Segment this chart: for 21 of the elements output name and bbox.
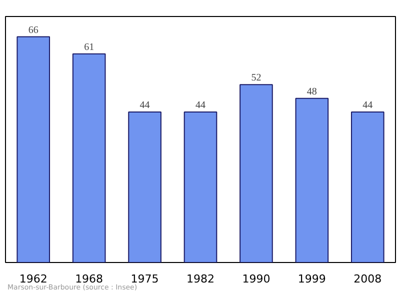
bar: [240, 84, 273, 262]
data-label: 48: [306, 86, 317, 98]
bar: [184, 112, 218, 262]
x-tick-label: 1999: [298, 272, 326, 286]
bar: [295, 98, 329, 262]
x-tick-label: 1990: [242, 272, 270, 286]
bar: [128, 112, 162, 262]
x-tick-label: 1962: [19, 272, 48, 286]
data-label: 44: [140, 100, 150, 112]
data-label: 52: [251, 72, 262, 84]
data-label: 44: [362, 100, 373, 112]
x-tick-label: 2008: [354, 272, 382, 286]
x-tick-label: 1968: [75, 272, 104, 286]
bar: [72, 53, 106, 262]
bar: [350, 112, 384, 262]
data-label: 66: [28, 24, 38, 36]
bar: [16, 36, 50, 262]
data-label: 61: [84, 42, 94, 53]
data-label: 44: [196, 100, 206, 112]
x-tick-label: 1975: [130, 272, 159, 286]
x-tick-label: 1982: [186, 272, 215, 286]
